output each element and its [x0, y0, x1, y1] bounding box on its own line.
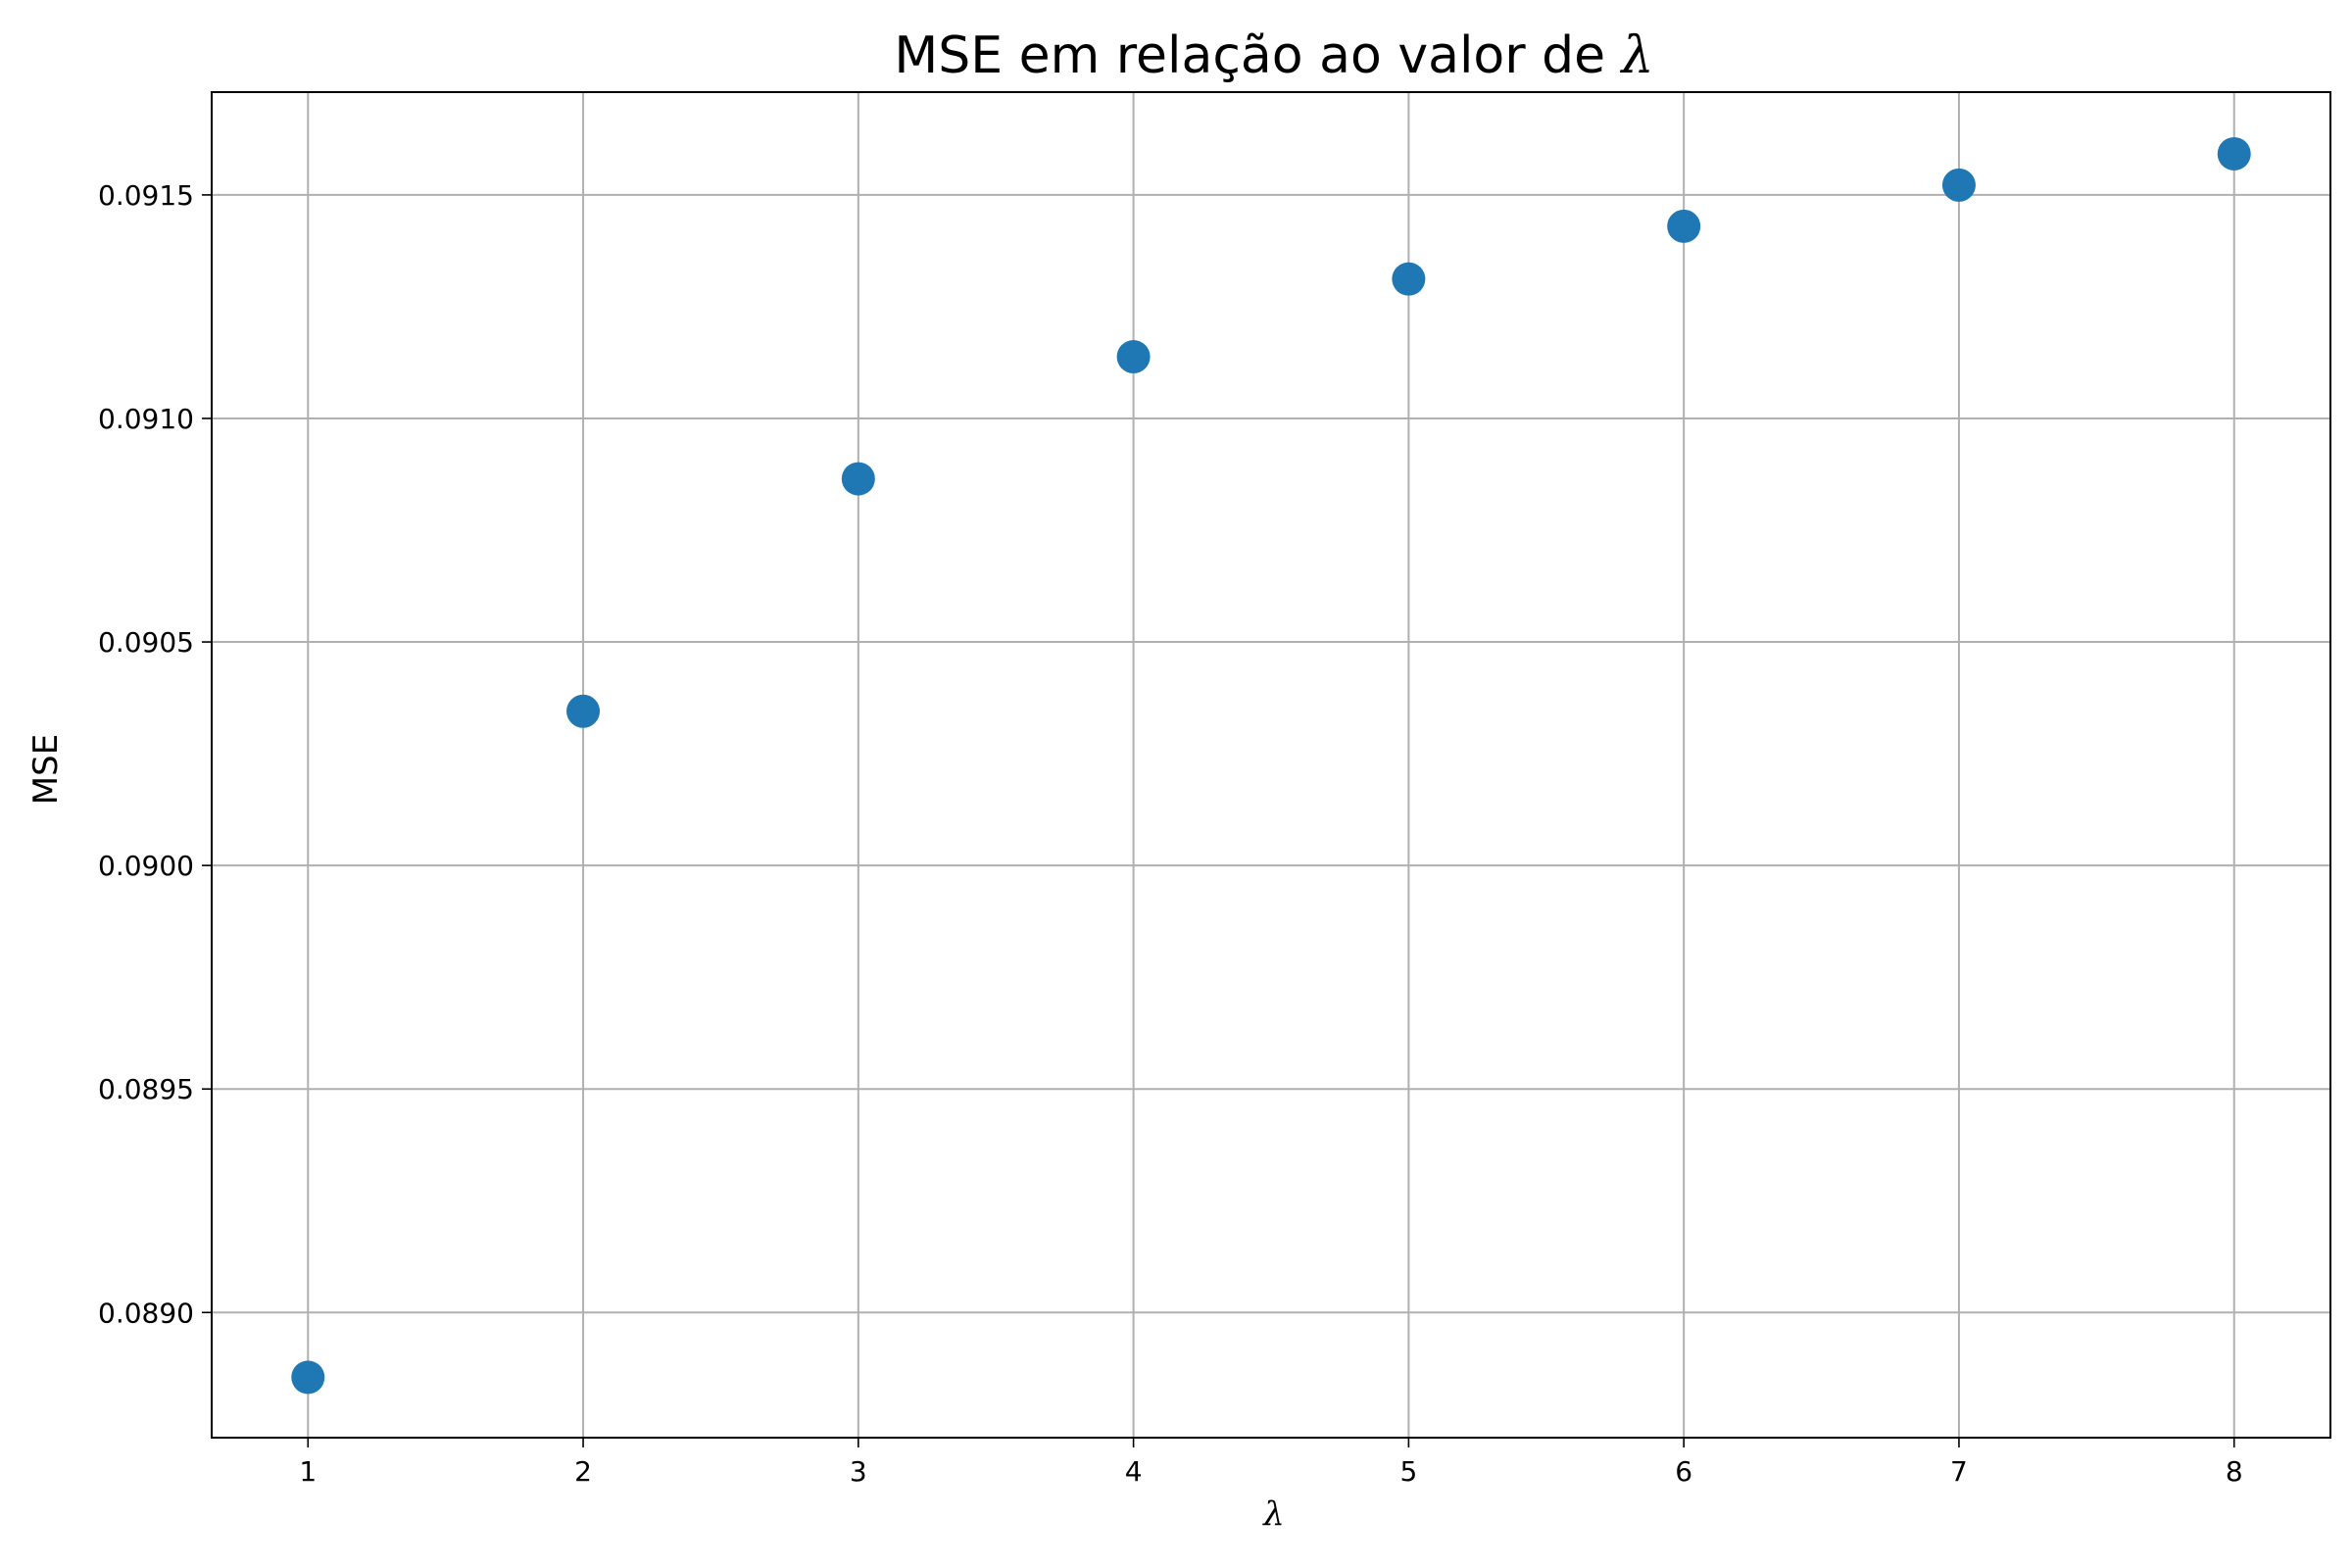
chart-title: MSE em relação ao valor de λ — [894, 26, 1653, 85]
x-tick-label: 3 — [850, 1455, 867, 1488]
x-tick-label: 5 — [1399, 1455, 1417, 1488]
x-tick-label: 2 — [574, 1455, 592, 1488]
data-point — [1116, 340, 1151, 374]
y-tick-label: 0.0900 — [98, 850, 194, 882]
data-point — [2217, 136, 2251, 171]
x-tick-label: 8 — [2226, 1455, 2243, 1488]
data-point — [1941, 168, 1976, 202]
data-point — [291, 1360, 325, 1395]
x-tick-label: 6 — [1675, 1455, 1692, 1488]
y-tick-label: 0.0890 — [98, 1297, 194, 1329]
x-tick-label: 7 — [1950, 1455, 1968, 1488]
x-tick-label: 1 — [299, 1455, 317, 1488]
data-point — [841, 462, 875, 496]
chart-title-text: MSE em relação ao valor de — [894, 26, 1621, 85]
axis-ticks: 1 2 3 4 5 6 7 8 0.0890 0.0895 0.0900 0.0905 0.0910 0.… — [98, 179, 2243, 1488]
data-points — [291, 136, 2251, 1395]
x-axis-label: λ — [1261, 1494, 1285, 1534]
grid — [212, 92, 2330, 1438]
y-tick-label: 0.0905 — [98, 626, 194, 659]
plot-area — [211, 91, 2331, 1439]
y-tick-label: 0.0915 — [98, 179, 194, 212]
chart-title-symbol: λ — [1620, 26, 1654, 85]
x-tick-label: 4 — [1125, 1455, 1143, 1488]
data-point — [566, 694, 601, 728]
y-tick-label: 0.0895 — [98, 1073, 194, 1105]
y-tick-label: 0.0910 — [98, 403, 194, 435]
y-axis-label: MSE — [26, 734, 66, 805]
data-point — [1392, 262, 1426, 296]
data-point — [1667, 209, 1701, 243]
